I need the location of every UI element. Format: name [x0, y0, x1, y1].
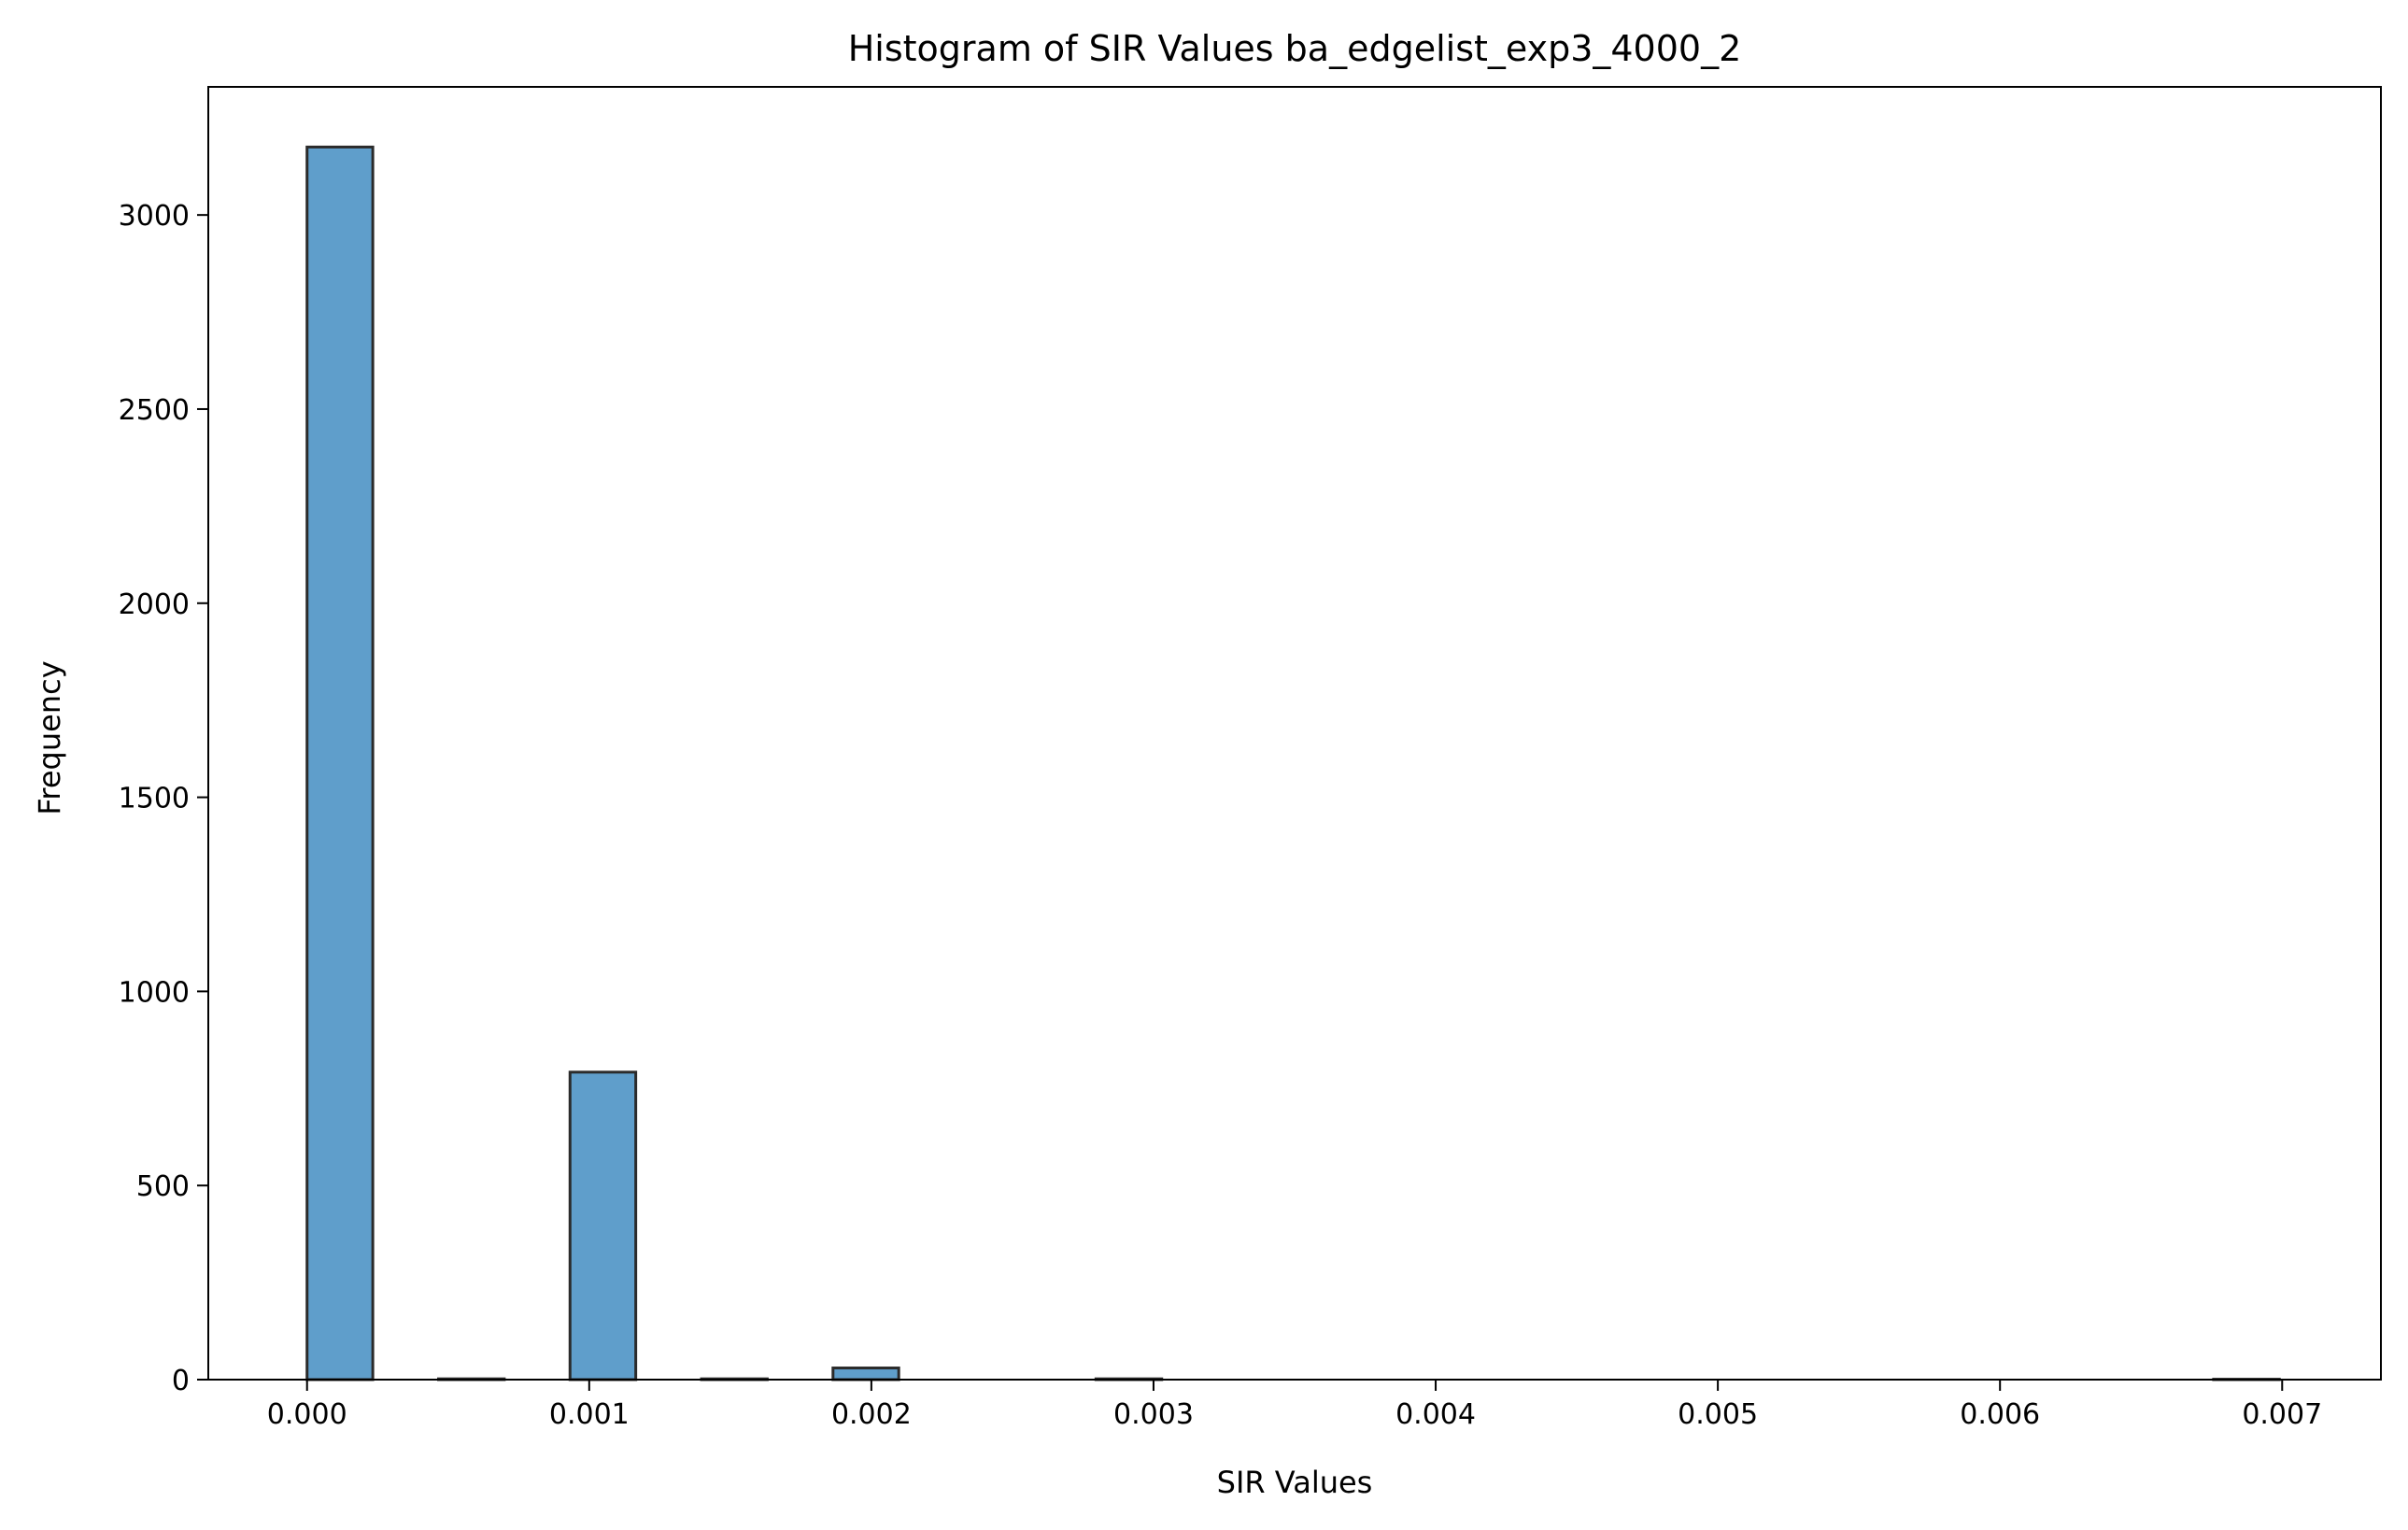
y-tick-label: 2500 [119, 394, 190, 427]
y-tick-label: 0 [172, 1365, 190, 1397]
plot-frame [207, 86, 2382, 1381]
histogram-bar [831, 1367, 900, 1381]
x-axis-ticks: 0.000 0.001 0.002 0.003 0.004 0.005 0.006 0.007 [267, 1380, 2322, 1431]
x-tick-label: 0.000 [267, 1398, 347, 1431]
x-tick-label: 0.002 [831, 1398, 912, 1431]
y-tick-label: 1500 [119, 783, 190, 815]
x-tick-label: 0.004 [1395, 1398, 1476, 1431]
x-tick-label: 0.003 [1113, 1398, 1194, 1431]
histogram-bar [305, 145, 375, 1381]
x-axis-label: SIR Values [1217, 1465, 1373, 1500]
x-tick-label: 0.006 [1960, 1398, 2040, 1431]
x-tick-label: 0.001 [549, 1398, 630, 1431]
x-tick-label: 0.007 [2242, 1398, 2322, 1431]
y-axis-ticks: 0 500 1000 1500 2000 2500 3000 [119, 200, 208, 1397]
y-tick-label: 1000 [119, 976, 190, 1009]
y-tick-label: 3000 [119, 200, 190, 233]
histogram-bar [568, 1070, 638, 1381]
y-tick-label: 2000 [119, 588, 190, 621]
chart-title: Histogram of SIR Values ba_edgelist_exp3… [848, 28, 1742, 69]
y-tick-label: 500 [136, 1170, 190, 1203]
x-tick-label: 0.005 [1678, 1398, 1758, 1431]
y-axis-label: Frequency [32, 660, 67, 815]
histogram-bars [305, 145, 2281, 1381]
